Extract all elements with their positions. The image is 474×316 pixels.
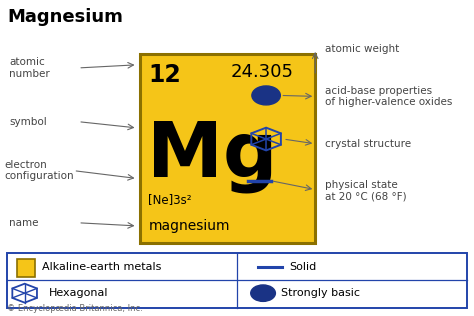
Text: electron
configuration: electron configuration xyxy=(5,160,74,181)
Text: Alkaline-earth metals: Alkaline-earth metals xyxy=(42,262,161,272)
Bar xyxy=(140,54,315,243)
Text: symbol: symbol xyxy=(9,117,47,127)
Text: Hexagonal: Hexagonal xyxy=(49,288,109,298)
Text: atomic weight: atomic weight xyxy=(325,44,399,54)
Bar xyxy=(17,259,35,277)
Text: Solid: Solid xyxy=(289,262,316,272)
Text: [Ne]3s²: [Ne]3s² xyxy=(148,193,192,206)
Text: physical state
at 20 °C (68 °F): physical state at 20 °C (68 °F) xyxy=(325,180,406,202)
Text: name: name xyxy=(9,218,39,228)
Text: 12: 12 xyxy=(148,63,181,87)
Text: magnesium: magnesium xyxy=(148,219,230,233)
Text: acid-base properties
of higher-valence oxides: acid-base properties of higher-valence o… xyxy=(325,86,452,107)
Circle shape xyxy=(251,285,275,301)
Bar xyxy=(7,253,467,308)
Text: © Encyclopædia Britannica, Inc.: © Encyclopædia Britannica, Inc. xyxy=(7,305,143,313)
Text: Strongly basic: Strongly basic xyxy=(281,288,360,298)
Text: crystal structure: crystal structure xyxy=(325,139,411,149)
Text: atomic
number: atomic number xyxy=(9,57,50,79)
Circle shape xyxy=(252,86,280,105)
Text: 24.305: 24.305 xyxy=(231,63,294,81)
Text: Magnesium: Magnesium xyxy=(7,8,123,26)
Text: Mg: Mg xyxy=(147,119,277,193)
